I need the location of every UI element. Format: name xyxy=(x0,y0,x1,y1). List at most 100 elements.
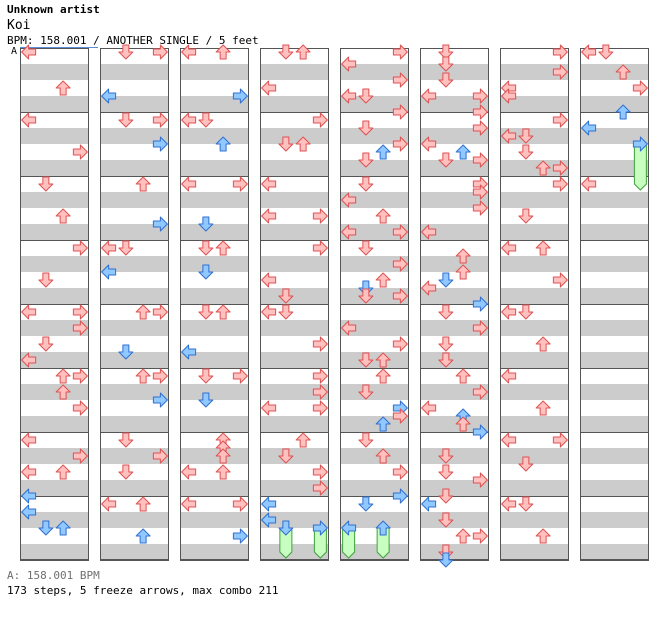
beat-stripe xyxy=(180,352,249,368)
beat-stripe xyxy=(340,256,409,272)
beat-stripe xyxy=(580,512,649,528)
left-arrow-icon xyxy=(21,352,37,368)
down-arrow-icon xyxy=(438,352,454,368)
left-arrow-icon xyxy=(181,44,197,60)
beat-stripe xyxy=(340,512,409,528)
column-border xyxy=(180,48,249,560)
beat-stripe xyxy=(20,64,89,80)
up-arrow-icon xyxy=(375,272,391,288)
beat-stripe xyxy=(180,544,249,560)
up-arrow-icon xyxy=(455,264,471,280)
up-arrow-icon xyxy=(55,368,71,384)
right-arrow-icon xyxy=(552,272,568,288)
beat-stripe xyxy=(340,544,409,560)
left-arrow-icon xyxy=(581,176,597,192)
up-arrow-icon xyxy=(55,208,71,224)
right-arrow-icon xyxy=(552,176,568,192)
left-arrow-icon xyxy=(101,496,117,512)
up-arrow-icon xyxy=(135,176,151,192)
beat-stripe xyxy=(420,384,489,400)
beat-stripe xyxy=(20,224,89,240)
right-arrow-icon xyxy=(152,112,168,128)
beat-stripe xyxy=(420,224,489,240)
beat-stripe xyxy=(260,256,329,272)
up-arrow-icon xyxy=(535,400,551,416)
right-arrow-icon xyxy=(72,144,88,160)
left-arrow-icon xyxy=(501,240,517,256)
beat-stripe xyxy=(340,128,409,144)
left-arrow-icon xyxy=(261,80,277,96)
down-arrow-icon xyxy=(198,368,214,384)
down-arrow-icon xyxy=(278,136,294,152)
artist-name: Unknown artist xyxy=(7,3,100,16)
right-arrow-icon xyxy=(72,368,88,384)
beat-stripe xyxy=(340,96,409,112)
down-arrow-icon xyxy=(358,88,374,104)
up-arrow-icon xyxy=(375,520,391,536)
right-arrow-icon xyxy=(232,496,248,512)
beat-stripe xyxy=(20,352,89,368)
left-arrow-icon xyxy=(21,488,37,504)
beat-stripe xyxy=(100,256,169,272)
beat-stripe xyxy=(180,256,249,272)
up-arrow-icon xyxy=(375,352,391,368)
up-arrow-icon xyxy=(455,416,471,432)
beat-stripe xyxy=(420,320,489,336)
beat-stripe xyxy=(500,480,569,496)
beat-stripe xyxy=(500,64,569,80)
left-arrow-icon xyxy=(261,512,277,528)
beat-stripe xyxy=(340,416,409,432)
beat-stripe xyxy=(100,64,169,80)
up-arrow-icon xyxy=(55,520,71,536)
beat-stripe xyxy=(20,192,89,208)
left-arrow-icon xyxy=(101,240,117,256)
down-arrow-icon xyxy=(278,448,294,464)
song-title: Koi xyxy=(7,18,31,33)
left-arrow-icon xyxy=(261,272,277,288)
right-arrow-icon xyxy=(632,136,648,152)
down-arrow-icon xyxy=(438,44,454,60)
right-arrow-icon xyxy=(312,336,328,352)
beat-stripe xyxy=(100,320,169,336)
right-arrow-icon xyxy=(312,112,328,128)
down-arrow-icon xyxy=(438,464,454,480)
beat-stripe xyxy=(100,96,169,112)
left-arrow-icon xyxy=(421,88,437,104)
beat-stripe xyxy=(340,480,409,496)
right-arrow-icon xyxy=(72,304,88,320)
beat-stripe xyxy=(340,448,409,464)
beat-stripe xyxy=(340,384,409,400)
beat-stripe xyxy=(580,288,649,304)
beat-stripe xyxy=(500,416,569,432)
left-arrow-icon xyxy=(421,496,437,512)
beat-stripe xyxy=(260,288,329,304)
beat-stripe xyxy=(340,288,409,304)
beat-stripe xyxy=(580,544,649,560)
beat-stripe xyxy=(420,64,489,80)
beat-stripe xyxy=(580,160,649,176)
left-arrow-icon xyxy=(181,344,197,360)
up-arrow-icon xyxy=(375,208,391,224)
beat-stripe xyxy=(500,320,569,336)
down-arrow-icon xyxy=(38,176,54,192)
right-arrow-icon xyxy=(392,44,408,60)
beat-stripe xyxy=(340,320,409,336)
beat-stripe xyxy=(420,288,489,304)
beat-stripe xyxy=(180,512,249,528)
right-arrow-icon xyxy=(392,104,408,120)
beat-stripe xyxy=(580,192,649,208)
left-arrow-icon xyxy=(581,120,597,136)
beat-stripe xyxy=(580,384,649,400)
down-arrow-icon xyxy=(518,496,534,512)
beat-stripe xyxy=(180,448,249,464)
down-arrow-icon xyxy=(198,264,214,280)
up-arrow-icon xyxy=(215,136,231,152)
left-arrow-icon xyxy=(501,496,517,512)
down-arrow-icon xyxy=(198,240,214,256)
up-arrow-icon xyxy=(215,44,231,60)
column-border xyxy=(20,48,89,560)
column-border xyxy=(580,48,649,560)
down-arrow-icon xyxy=(358,152,374,168)
right-arrow-icon xyxy=(472,184,488,200)
right-arrow-icon xyxy=(312,520,328,536)
